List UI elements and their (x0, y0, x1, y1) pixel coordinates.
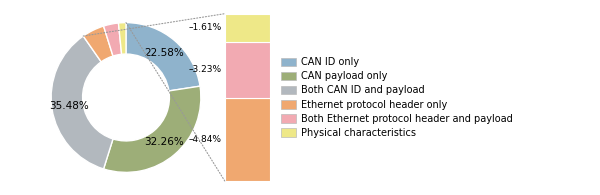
Wedge shape (51, 36, 113, 169)
Text: –3.23%: –3.23% (188, 65, 221, 74)
Legend: CAN ID only, CAN payload only, Both CAN ID and payload, Ethernet protocol header: CAN ID only, CAN payload only, Both CAN … (281, 57, 513, 138)
Wedge shape (126, 23, 200, 91)
FancyBboxPatch shape (225, 42, 270, 98)
Wedge shape (118, 23, 126, 54)
Text: 22.58%: 22.58% (144, 49, 184, 58)
Text: 32.26%: 32.26% (144, 136, 184, 146)
Text: 35.48%: 35.48% (49, 101, 89, 111)
Wedge shape (83, 26, 113, 62)
Text: –4.84%: –4.84% (188, 135, 221, 144)
FancyBboxPatch shape (225, 98, 270, 181)
FancyBboxPatch shape (225, 14, 270, 42)
Text: –1.61%: –1.61% (188, 23, 221, 32)
Wedge shape (104, 23, 122, 56)
Wedge shape (104, 86, 201, 172)
